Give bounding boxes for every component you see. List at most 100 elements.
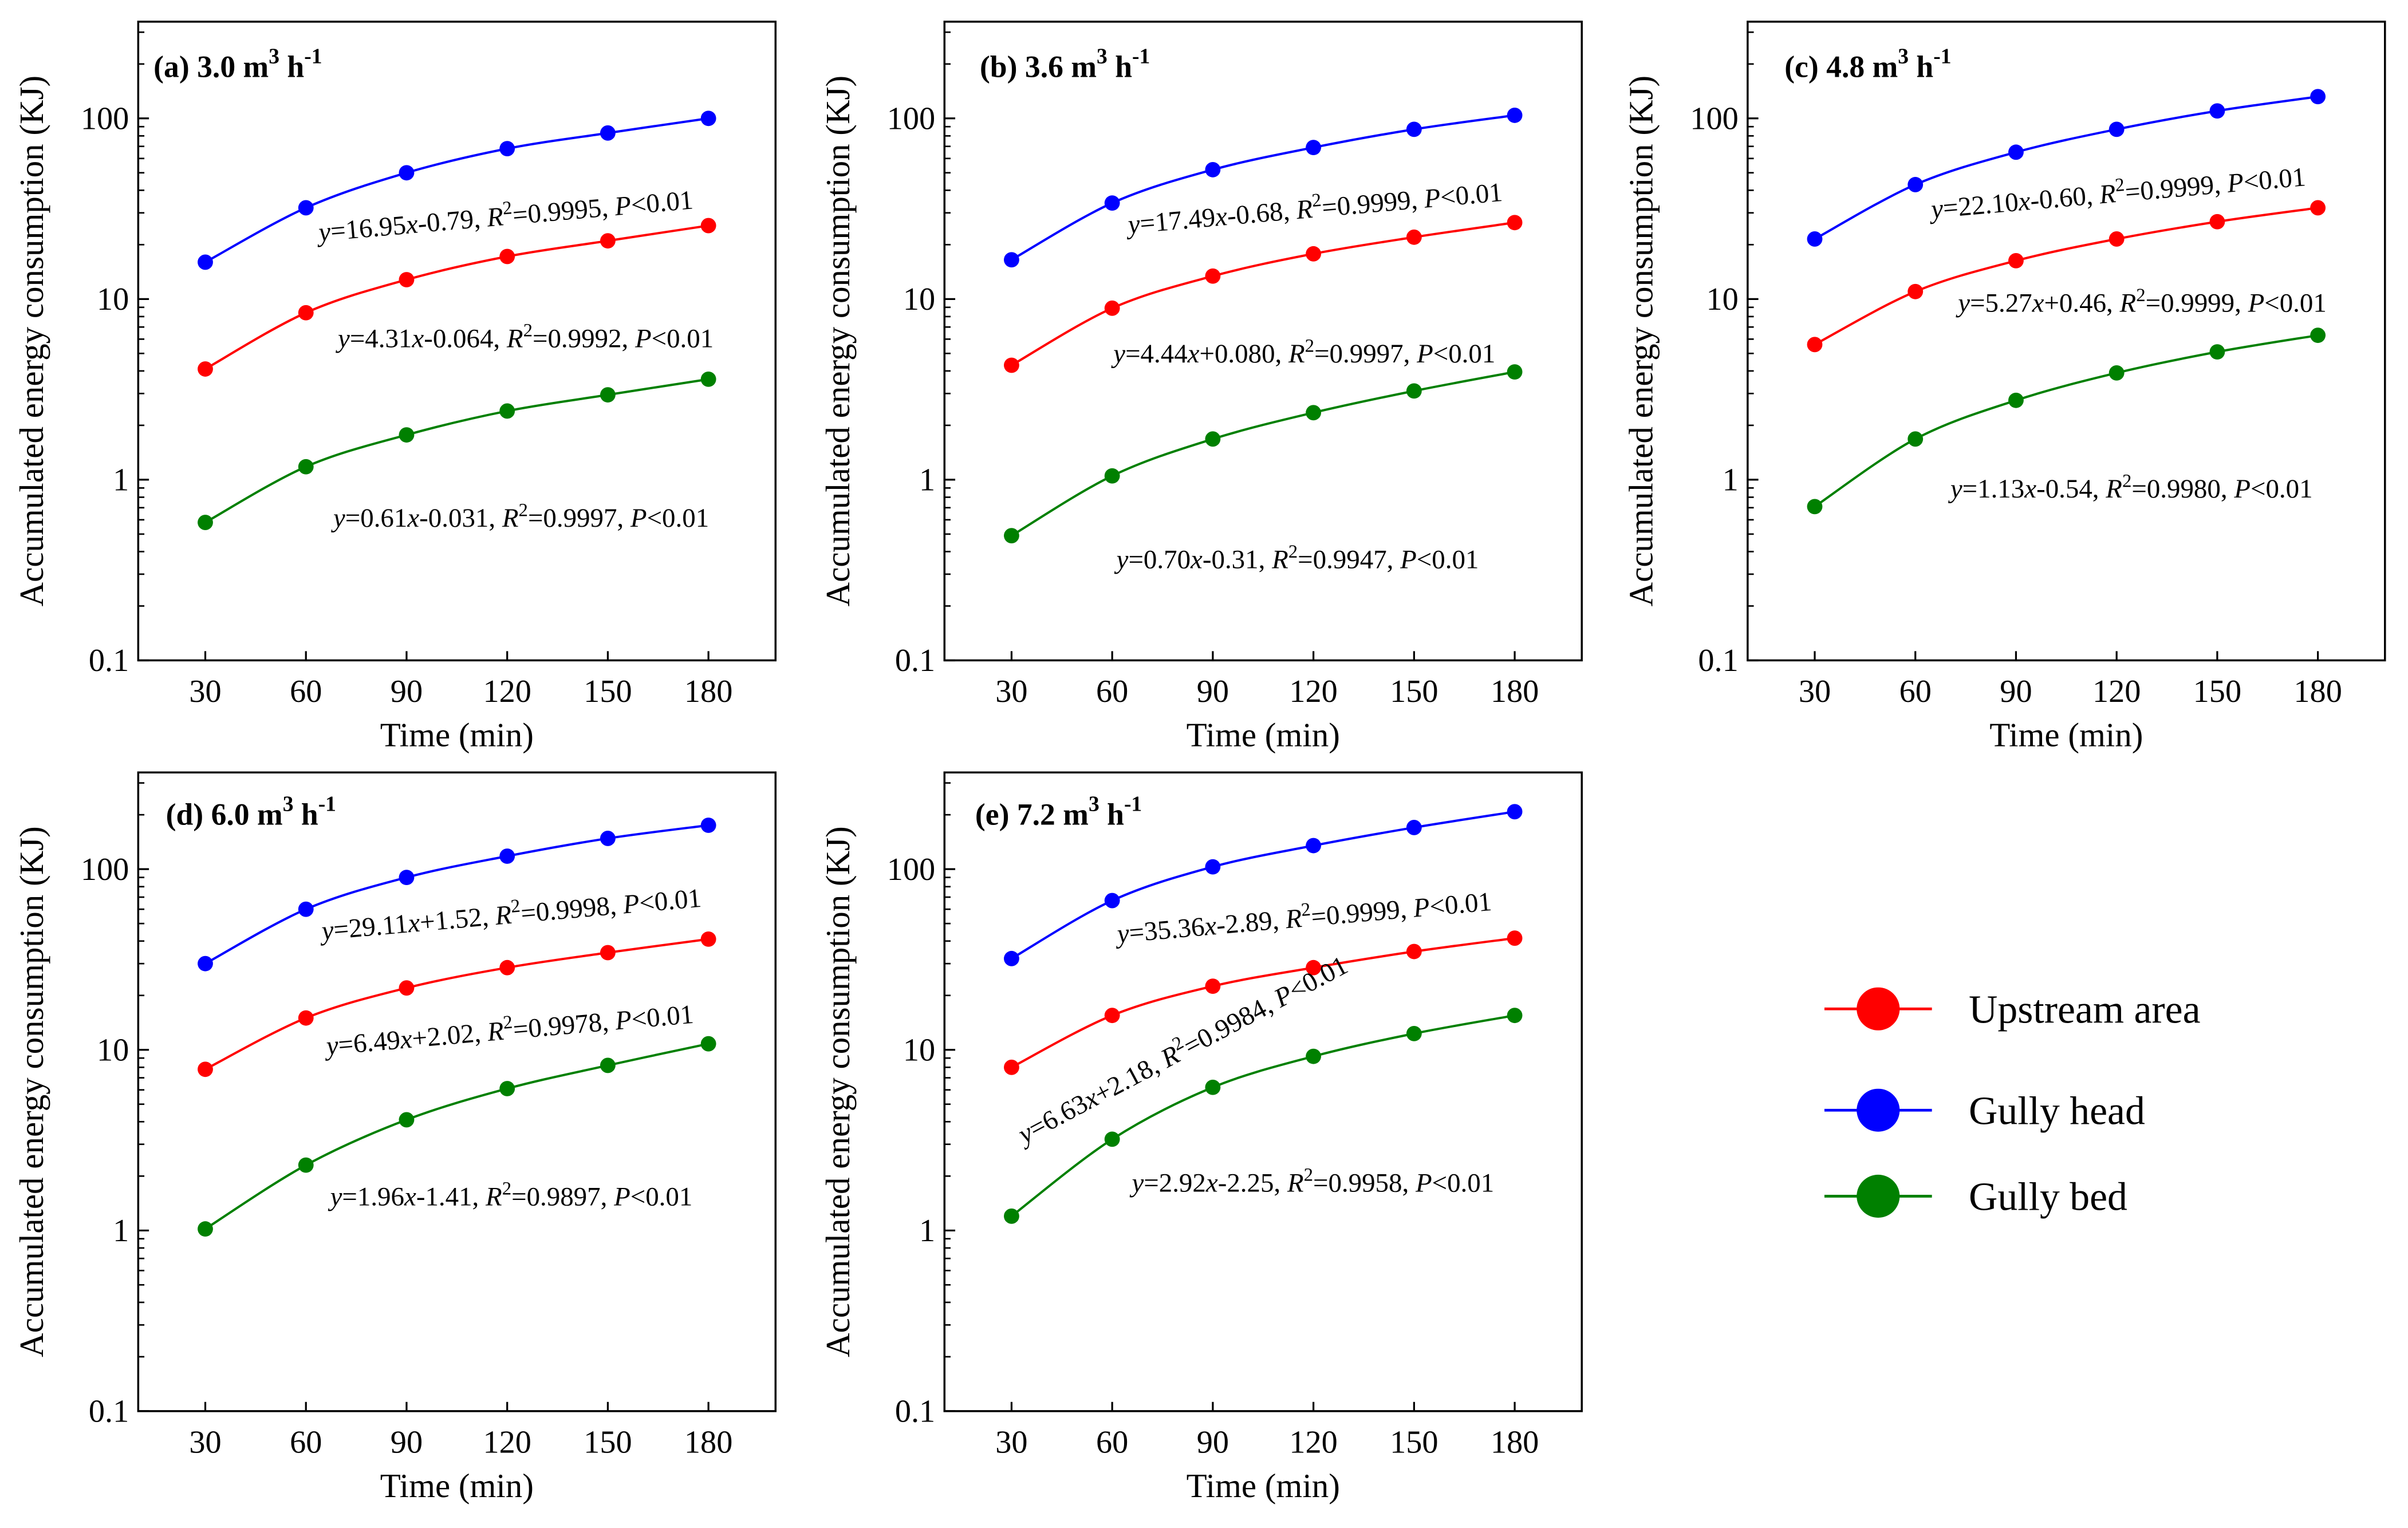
data-point [298,459,314,475]
y-tick-label: 0.1 [89,643,129,678]
data-point [1306,405,1322,421]
series-line-gully-bed [204,378,709,524]
data-point [700,931,716,947]
y-axis-label: Accumulated energy consumption (KJ) [13,76,50,607]
data-point [2109,121,2125,137]
chart-panel: 30 60 90 120 150 180 0.1 1 10 100 Time (min) Accumu… [819,21,1583,754]
chart-panel: 30 60 90 120 150 180 0.1 1 10 100 Time (min) Accumu… [819,771,1583,1505]
x-tick-label: 60 [290,674,322,709]
series-line-upstream-area [1814,206,2318,346]
data-point [600,233,616,249]
chart-panel: 30 60 90 120 150 180 0.1 1 10 100 Time (min) Accumu… [13,771,777,1505]
y-tick-label: 100 [81,101,129,137]
y-tick-label: 1 [919,463,935,498]
x-tick-label: 150 [584,674,632,709]
x-tick-label: 180 [2293,674,2342,709]
data-point [2310,200,2326,216]
panel-title: (d) 6.0 m3 h-1 [166,792,336,831]
data-point [198,1061,213,1077]
data-point [700,110,716,127]
y-tick-label: 10 [1706,282,1738,317]
data-point [298,200,314,216]
data-point [600,1057,616,1073]
data-point [1807,231,1823,247]
y-tick-label: 100 [887,101,935,137]
regression-equation: y=6.49x+2.02, R2=0.9978, P<0.01 [322,996,695,1061]
data-point [1507,1008,1523,1024]
x-tick-label: 90 [1197,1424,1229,1460]
series-line-gully-head [1011,810,1515,960]
data-point [1507,215,1523,231]
y-axis-label: Accumulated energy consumption (KJ) [819,826,857,1357]
data-point [198,361,213,377]
y-tick-label: 10 [97,282,129,317]
regression-equation: y=0.70x-0.31, R2=0.9947, P<0.01 [1114,542,1479,575]
y-tick-label: 1 [1723,463,1739,498]
data-point [1507,364,1523,380]
panel-title: (e) 7.2 m3 h-1 [975,792,1142,831]
x-tick-label: 180 [684,1424,732,1460]
data-point [1205,431,1221,447]
series-line-upstream-area [204,938,709,1071]
data-point [298,901,314,917]
x-tick-label: 150 [1390,1424,1438,1460]
x-tick-label: 90 [391,1424,423,1460]
data-point [1507,108,1523,123]
data-point [1406,943,1422,960]
data-point [1205,268,1221,284]
y-tick-label: 100 [81,852,129,887]
y-tick-label: 100 [887,852,935,887]
data-point [2109,231,2125,247]
x-tick-label: 150 [584,1424,632,1460]
data-point [600,831,616,846]
data-point [1406,1025,1422,1041]
regression-equation: y=4.31x-0.064, R2=0.9992, P<0.01 [336,321,714,354]
panel-title: (b) 3.6 m3 h-1 [980,45,1150,84]
plot-frame [1747,21,2386,662]
regression-equation: y=22.10x-0.60, R2=0.9999, P<0.01 [1928,159,2307,224]
series-line-gully-bed [1814,334,2318,508]
data-point [1908,177,1924,192]
data-point [1004,1208,1019,1224]
regression-equation: y=4.44x+0.080, R2=0.9997, P<0.01 [1111,335,1495,369]
data-point [700,818,716,833]
y-tick-label: 0.1 [89,1394,129,1430]
x-tick-label: 120 [1289,1424,1337,1460]
data-point [198,1221,213,1237]
data-point [198,254,213,270]
data-point [1306,246,1322,262]
data-point [499,1081,515,1096]
y-tick-label: 0.1 [895,643,935,678]
x-tick-label: 60 [290,1424,322,1460]
data-point [1306,1048,1322,1064]
regression-equation: y=1.13x-0.54, R2=0.9980, P<0.01 [1948,471,2313,504]
regression-equation: y=16.95x-0.79, R2=0.9995, P<0.01 [315,182,695,248]
plot-frame [943,21,1583,662]
legend-label: Gully bed [1969,1175,2127,1219]
data-point [198,956,213,972]
data-point [2310,89,2326,105]
y-axis-label: Accumulated energy consumption (KJ) [1622,76,1660,607]
legend-marker [1857,1088,1900,1132]
y-axis-label: Accumulated energy consumption (KJ) [819,76,857,607]
series-line-gully-bed [1011,370,1515,537]
series-line-gully-head [1814,95,2318,240]
x-tick-label: 150 [1390,674,1438,709]
legend-marker [1857,1174,1900,1218]
data-point [2008,392,2024,408]
x-tick-label: 30 [189,1424,221,1460]
data-point [1908,283,1924,299]
data-point [2209,103,2225,119]
data-point [1205,978,1221,994]
data-point [1205,859,1221,875]
panel-title: (c) 4.8 m3 h-1 [1784,45,1951,84]
x-tick-label: 60 [1096,1424,1128,1460]
series-line-upstream-area [1011,221,1515,366]
data-point [1004,950,1019,966]
data-point [1507,930,1523,946]
regression-equation: y=5.27x+0.46, R2=0.9999, P<0.01 [1956,285,2327,318]
x-tick-label: 120 [483,674,531,709]
data-point [499,848,515,864]
x-tick-label: 120 [2092,674,2141,709]
data-point [1104,893,1120,909]
